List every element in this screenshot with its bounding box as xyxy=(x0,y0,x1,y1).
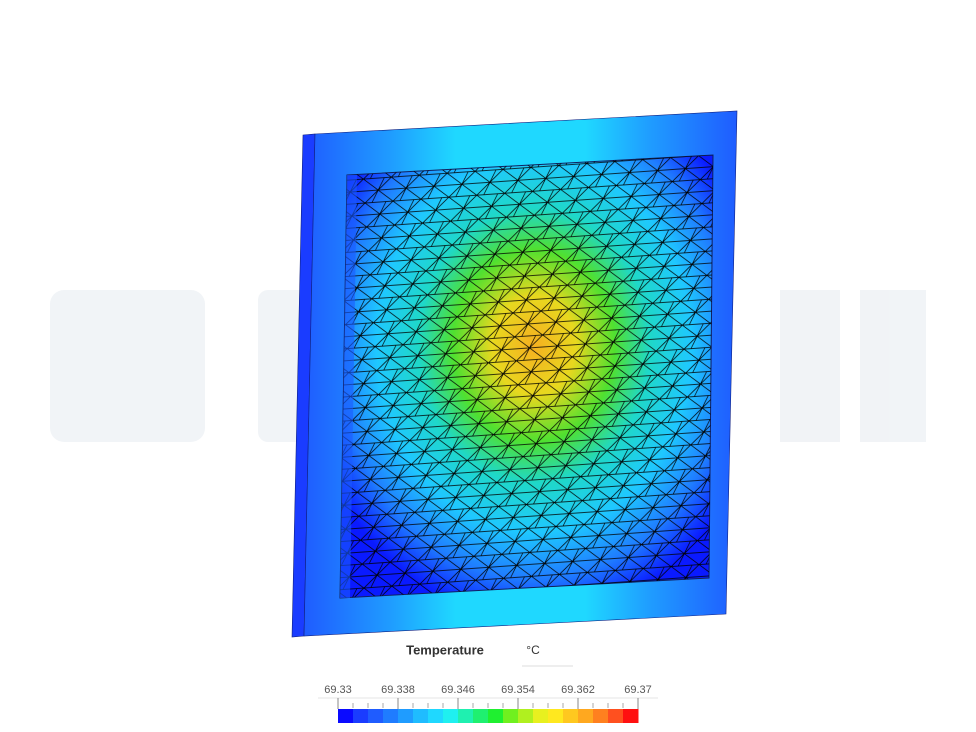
color-segment xyxy=(443,709,459,723)
tick-label: 69.338 xyxy=(381,684,415,696)
color-segment xyxy=(413,709,429,723)
color-segment xyxy=(383,709,399,723)
color-segment xyxy=(398,709,414,723)
color-segment xyxy=(518,709,534,723)
legend-title: Temperature xyxy=(406,642,484,657)
color-segment xyxy=(578,709,594,723)
color-segment xyxy=(563,709,579,723)
tick-label: 69.346 xyxy=(441,684,475,696)
tick-label: 69.37 xyxy=(624,684,652,696)
color-segment xyxy=(353,709,369,723)
model xyxy=(291,110,738,638)
legend-unit[interactable]: °C xyxy=(526,643,540,657)
color-segment xyxy=(548,709,564,723)
tick-label: 69.33 xyxy=(324,684,352,696)
color-segment xyxy=(338,709,354,723)
tick-label: 69.354 xyxy=(501,684,535,696)
color-segment xyxy=(533,709,549,723)
color-segment xyxy=(488,709,504,723)
color-segment xyxy=(428,709,444,723)
color-segment xyxy=(458,709,474,723)
color-segment xyxy=(593,709,609,723)
color-segment xyxy=(503,709,519,723)
color-segment xyxy=(608,709,624,723)
legend: 69.33 69.338 69.346 69.354 69.362 69.37 xyxy=(324,684,652,723)
color-segment xyxy=(473,709,489,723)
tick-label: 69.362 xyxy=(561,684,595,696)
color-segment xyxy=(368,709,384,723)
color-segment xyxy=(623,709,639,723)
